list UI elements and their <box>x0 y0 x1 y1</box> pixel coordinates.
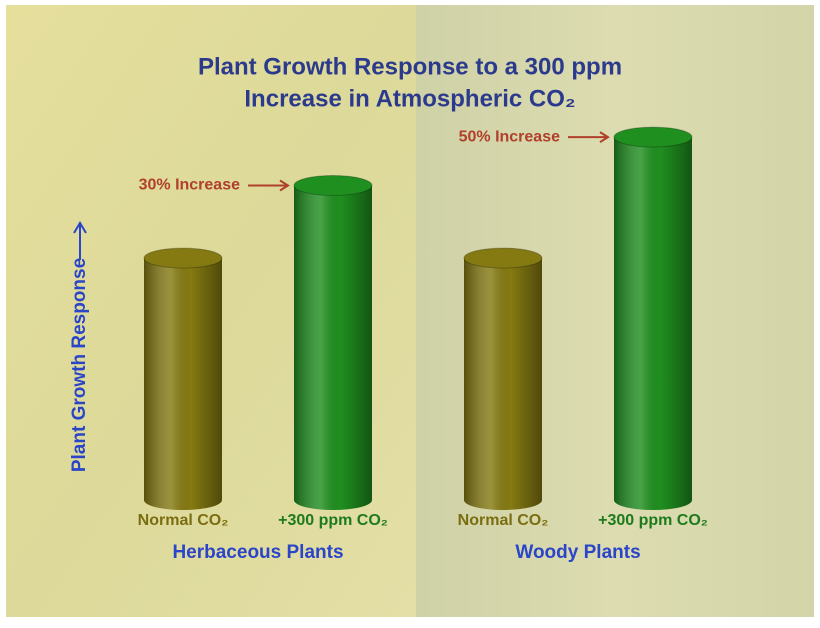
annotation: 50% Increase <box>459 128 561 145</box>
y-axis-label: Plant Growth Response <box>69 258 90 472</box>
series-label: +300 ppm CO₂ <box>278 512 388 529</box>
annotation: 30% Increase <box>139 177 241 194</box>
bar-shade <box>144 258 222 500</box>
chart-title: Plant Growth Response to a 300 ppm <box>198 53 622 80</box>
bar-shade <box>294 185 372 500</box>
cylinder-top <box>144 248 222 268</box>
chart-title: Increase in Atmospheric CO₂ <box>244 85 575 112</box>
series-label: +300 ppm CO₂ <box>598 512 708 529</box>
category-label: Herbaceous Plants <box>172 542 343 563</box>
series-label: Normal CO₂ <box>458 512 549 529</box>
bar-shade <box>464 258 542 500</box>
cylinder-top <box>294 175 372 195</box>
category-label: Woody Plants <box>515 542 640 563</box>
cylinder-top <box>464 248 542 268</box>
bar-shade <box>614 137 692 500</box>
cylinder-top <box>614 127 692 147</box>
chart: Plant Growth Response to a 300 ppm Incre… <box>0 0 820 623</box>
series-label: Normal CO₂ <box>138 512 229 529</box>
